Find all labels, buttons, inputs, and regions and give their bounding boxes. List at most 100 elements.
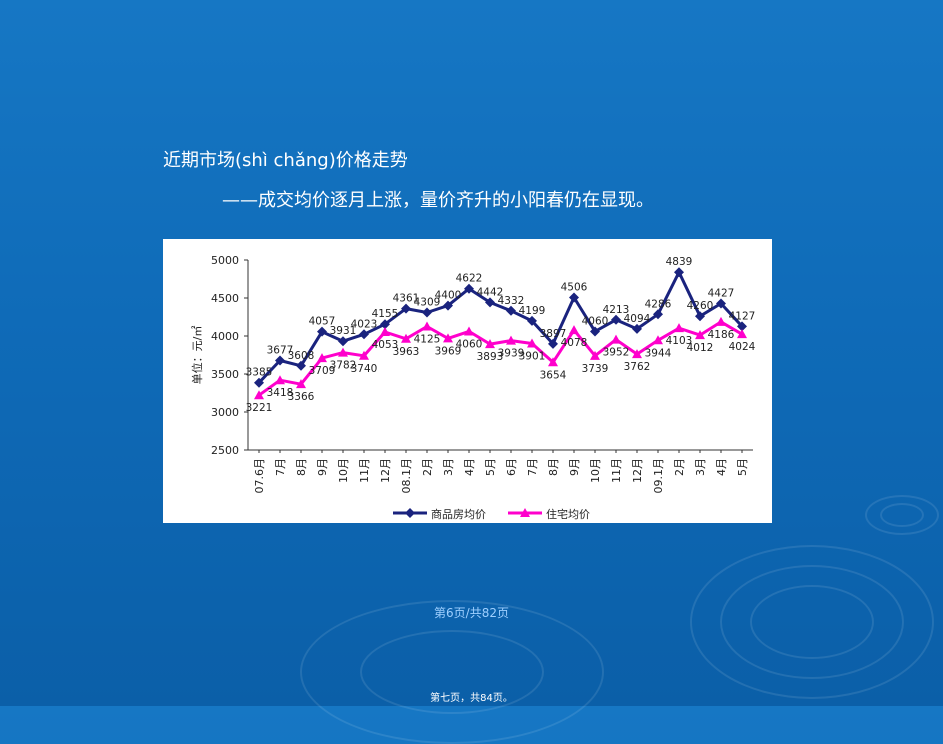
data-label: 3654 xyxy=(540,369,567,381)
price-trend-chart: 2500 3000 3500 4000 4500 5000 单位：元/㎡ 07.6月 7月 8月 9… xyxy=(163,239,772,523)
data-point xyxy=(338,336,348,347)
y-tick-label: 3000 xyxy=(211,406,239,419)
ripple-decoration xyxy=(690,545,934,699)
data-point xyxy=(527,315,537,326)
data-label: 4060 xyxy=(582,315,609,327)
data-label: 3418 xyxy=(267,387,294,399)
x-tick-label: 5月 xyxy=(484,458,497,476)
y-tick-label: 4500 xyxy=(211,292,239,305)
legend-label: 住宅均价 xyxy=(546,507,590,521)
x-tick-label: 12月 xyxy=(631,458,644,483)
data-point xyxy=(317,326,327,337)
data-point xyxy=(380,326,390,336)
data-point xyxy=(737,321,747,332)
data-point xyxy=(569,325,579,335)
data-label: 4012 xyxy=(687,342,714,354)
data-point xyxy=(674,267,684,278)
data-point xyxy=(359,329,369,340)
data-label: 4400 xyxy=(435,290,462,302)
data-point xyxy=(254,377,264,388)
data-label: 4427 xyxy=(708,288,735,300)
data-label: 4057 xyxy=(309,316,336,328)
data-point xyxy=(422,321,432,331)
slide-subtitle: ——成交均价逐月上涨，量价齐升的小阳春仍在显现。 xyxy=(222,190,654,211)
data-label: 3221 xyxy=(246,402,273,414)
x-tick-label: 9月 xyxy=(316,458,329,476)
data-label: 3901 xyxy=(519,351,546,363)
data-label: 3366 xyxy=(288,391,315,403)
data-point xyxy=(401,303,411,314)
data-label: 4622 xyxy=(456,273,483,285)
data-label: 4023 xyxy=(351,318,378,330)
data-label: 4078 xyxy=(561,337,588,349)
ripple-decoration xyxy=(750,585,874,659)
data-label: 4286 xyxy=(645,298,672,310)
data-point xyxy=(632,349,642,359)
data-point xyxy=(695,330,705,340)
x-tick-label: 12月 xyxy=(379,458,392,483)
data-point xyxy=(590,350,600,360)
x-tick-label: 4月 xyxy=(463,458,476,476)
data-label: 3939 xyxy=(498,348,525,360)
ripple-decoration xyxy=(720,565,904,679)
data-point xyxy=(653,335,663,345)
data-point xyxy=(737,329,747,339)
data-point xyxy=(506,335,516,345)
x-tick-label: 4月 xyxy=(715,458,728,476)
data-point xyxy=(443,333,453,343)
series-line xyxy=(257,270,744,384)
page-footer: 第七页，共84页。 xyxy=(430,693,513,704)
data-label: 4053 xyxy=(372,339,399,351)
x-tick-label: 11月 xyxy=(610,458,623,483)
data-label: 4186 xyxy=(708,329,735,341)
x-tick-label: 10月 xyxy=(589,458,602,483)
y-tick-label: 2500 xyxy=(211,444,239,457)
data-label: 4155 xyxy=(372,308,399,320)
data-label: 4103 xyxy=(666,335,693,347)
x-tick-label: 9月 xyxy=(568,458,581,476)
data-point xyxy=(296,379,306,389)
data-point xyxy=(380,319,390,330)
data-point xyxy=(464,326,474,336)
x-tick-label: 08.1月 xyxy=(400,458,413,494)
y-axis-label: 单位：元/㎡ xyxy=(190,326,204,385)
legend-marker xyxy=(520,508,530,517)
data-label: 3963 xyxy=(393,346,420,358)
data-point xyxy=(317,353,327,363)
data-point xyxy=(338,347,348,357)
data-label: 3608 xyxy=(288,350,315,362)
data-label: 4839 xyxy=(666,256,693,268)
page-counter: 第6页/共82页 xyxy=(434,606,509,620)
data-label: 3893 xyxy=(477,351,504,363)
data-label: 3944 xyxy=(645,347,672,359)
data-point xyxy=(485,297,495,308)
x-tick-label: 11月 xyxy=(358,458,371,483)
data-label: 4506 xyxy=(561,282,588,294)
x-tick-label: 6月 xyxy=(505,458,518,476)
ripple-decoration xyxy=(865,495,939,535)
data-point xyxy=(464,283,474,294)
x-tick-label: 8月 xyxy=(295,458,308,476)
y-tick-label: 5000 xyxy=(211,254,239,267)
legend-label: 商品房均价 xyxy=(431,507,486,521)
data-point xyxy=(716,316,726,326)
data-point xyxy=(485,339,495,349)
data-label: 3385 xyxy=(246,367,273,379)
data-point xyxy=(695,311,705,322)
data-label: 4309 xyxy=(414,297,441,309)
data-label: 4094 xyxy=(624,313,651,325)
data-label: 4442 xyxy=(477,286,504,298)
data-point xyxy=(716,298,726,309)
data-label: 4125 xyxy=(414,334,441,346)
data-point xyxy=(254,390,264,400)
y-tick-label: 4000 xyxy=(211,330,239,343)
data-label: 3739 xyxy=(582,363,609,375)
data-point xyxy=(569,292,579,303)
x-tick-label: 09.1月 xyxy=(652,458,665,494)
data-point xyxy=(506,305,516,316)
x-tick-label: 3月 xyxy=(694,458,707,476)
data-label: 4060 xyxy=(456,338,483,350)
data-point xyxy=(275,375,285,385)
data-point xyxy=(674,323,684,333)
data-point xyxy=(590,326,600,337)
